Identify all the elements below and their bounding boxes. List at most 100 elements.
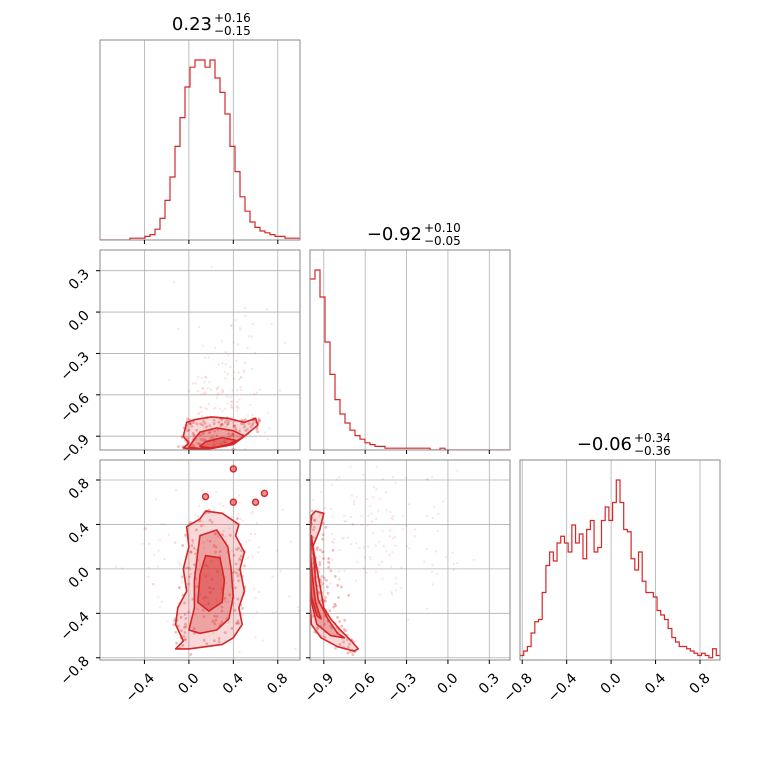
pair-1-2-plot [275,440,475,657]
pair-0-2-core-sample-31 [208,591,212,594]
pair-1-2-sample-80 [404,476,408,479]
pair-0-2-sample-110 [218,687,220,689]
hist-2-xtick-label-0: −0.8 [500,670,535,705]
pair-1-2-sample-100 [356,560,359,564]
pair-0-2-sample-141 [183,622,187,625]
pair-0-1-sample-149 [204,427,207,430]
pair-0-1-sample-99 [234,424,237,427]
hist-2-bars [520,479,720,661]
pair-0-1-sample-82 [246,414,250,417]
pair-0-2-sample-154 [166,620,169,623]
pair-1-2-sample-150 [374,570,378,574]
pair-1-2-core-sample-71 [318,548,322,552]
pair-0-1-sample-142 [243,361,247,365]
hist-1-bars [310,269,510,450]
pair-0-1-sample-60 [263,431,267,434]
pair-1-2-sample-15 [338,476,341,479]
pair-1-2-core-sample-131 [317,591,321,595]
pair-0-2-sample-36 [235,515,239,519]
pair-1-2-sample-10 [425,514,429,518]
hist-1-bin-6 [340,414,345,450]
pair-0-1-ytick-label-4: 0.3 [66,266,93,293]
pair-0-1-ytick-label-2: −0.3 [57,349,92,384]
pair-0-2-core-sample-38 [204,563,208,567]
pair-0-2-sample-45 [255,610,259,613]
pair-0-1-sample-15 [187,389,191,393]
pair-1-2-core-sample-70 [327,557,331,560]
pair-0-2-sample-34 [180,581,184,584]
pair-0-2-sample-78 [254,597,257,600]
pair-0-2-sample-51 [222,504,225,508]
pair-0-2-core-sample-138 [216,570,219,573]
pair-1-2-sample-74 [370,512,373,515]
pair-0-2-sample-15 [177,586,181,590]
pair-0-2-core-sample-53 [230,627,234,630]
pair-0-2-plot [114,465,300,689]
pair-1-2-core-sample-67 [337,596,340,599]
pair-0-2-core-sample-33 [234,562,238,566]
pair-1-2-sample-57 [380,560,383,564]
pair-1-2-sample-92 [432,506,436,509]
pair-0-1-sample-89 [205,407,209,411]
pair-1-2-sample-104 [381,529,384,533]
pair-0-1-sample-92 [239,385,242,389]
pair-0-2-core-sample-15 [192,546,196,550]
pair-1-2-sample-48 [301,516,303,518]
pair-1-2-sample-42 [391,537,395,540]
hist-1-bin-3 [325,342,330,450]
pair-0-1-sample-46 [197,412,200,415]
pair-0-1-sample-116 [230,405,233,409]
pair-0-2-frame [99,459,301,661]
title-1: −0.92 +0.10−0.05 [367,221,461,248]
pair-1-2-core-sample-109 [323,635,327,639]
pair-0-1-sample-6 [219,425,222,429]
pair-0-1-core-sample-32 [242,422,246,426]
hist-2-bin-34 [646,593,650,661]
pair-0-2-sample-40 [202,542,205,545]
pair-0-1-sample-70 [254,351,257,355]
pair-1-2-sample-14 [425,547,428,551]
pair-1-2-sample-135 [275,440,277,442]
pair-0-2-sample-143 [206,539,209,542]
pair-0-1-core-sample-0 [203,438,207,442]
pair-0-1-core-sample-10 [220,418,224,422]
pair-1-2-sample-159 [304,598,306,600]
pair-0-1-sample-96 [266,437,269,441]
pair-1-2-sample-130 [370,520,374,523]
pair-0-2-core-sample-127 [187,575,191,579]
hist-2-bin-8 [550,552,554,660]
pair-1-2-core-sample-91 [311,614,315,618]
pair-0-2-core-sample-139 [183,601,186,605]
pair-0-1-sample-69 [191,382,195,385]
pair-0-1-sample-118 [230,324,233,328]
pair-0-1-sample-54 [246,346,249,350]
title-0-upper: +0.16 [214,11,251,25]
hist-2-bin-28 [624,530,628,661]
pair-1-2-sample-114 [337,570,341,573]
pair-1-2-sample-141 [423,560,426,563]
pair-0-2-sample-88 [157,596,160,599]
hist-2-bin-38 [661,615,665,660]
pair-1-2-core-sample-126 [331,548,335,552]
pair-0-2-island-3 [201,492,210,501]
pair-0-1-sample-112 [214,346,217,349]
pair-0-1-sample-156 [227,354,230,357]
pair-1-2-sample-88 [372,485,376,489]
pair-0-1-core-sample-58 [258,419,261,423]
title-2-upper: +0.34 [634,431,671,445]
pair-0-2-ytick-label-4: 0.8 [66,476,93,503]
pair-1-2-sample-95 [407,618,410,621]
pair-0-2-sample-32 [143,527,146,530]
pair-1-2-core-sample-89 [316,625,319,629]
pair-1-2-sample-151 [287,556,289,558]
pair-0-1-sample-41 [206,387,210,390]
pair-0-2-sample-29 [214,491,218,494]
pair-1-2-sample-8 [366,545,370,548]
pair-0-1-sample-17 [200,410,203,413]
pair-0-1-sample-119 [232,371,236,374]
pair-0-1-sample-153 [238,398,241,401]
pair-0-2-sample-17 [253,532,257,535]
pair-0-1-sample-128 [203,356,207,360]
pair-0-2-core-sample-18 [243,564,246,568]
pair-0-1-core-sample-46 [256,430,260,434]
